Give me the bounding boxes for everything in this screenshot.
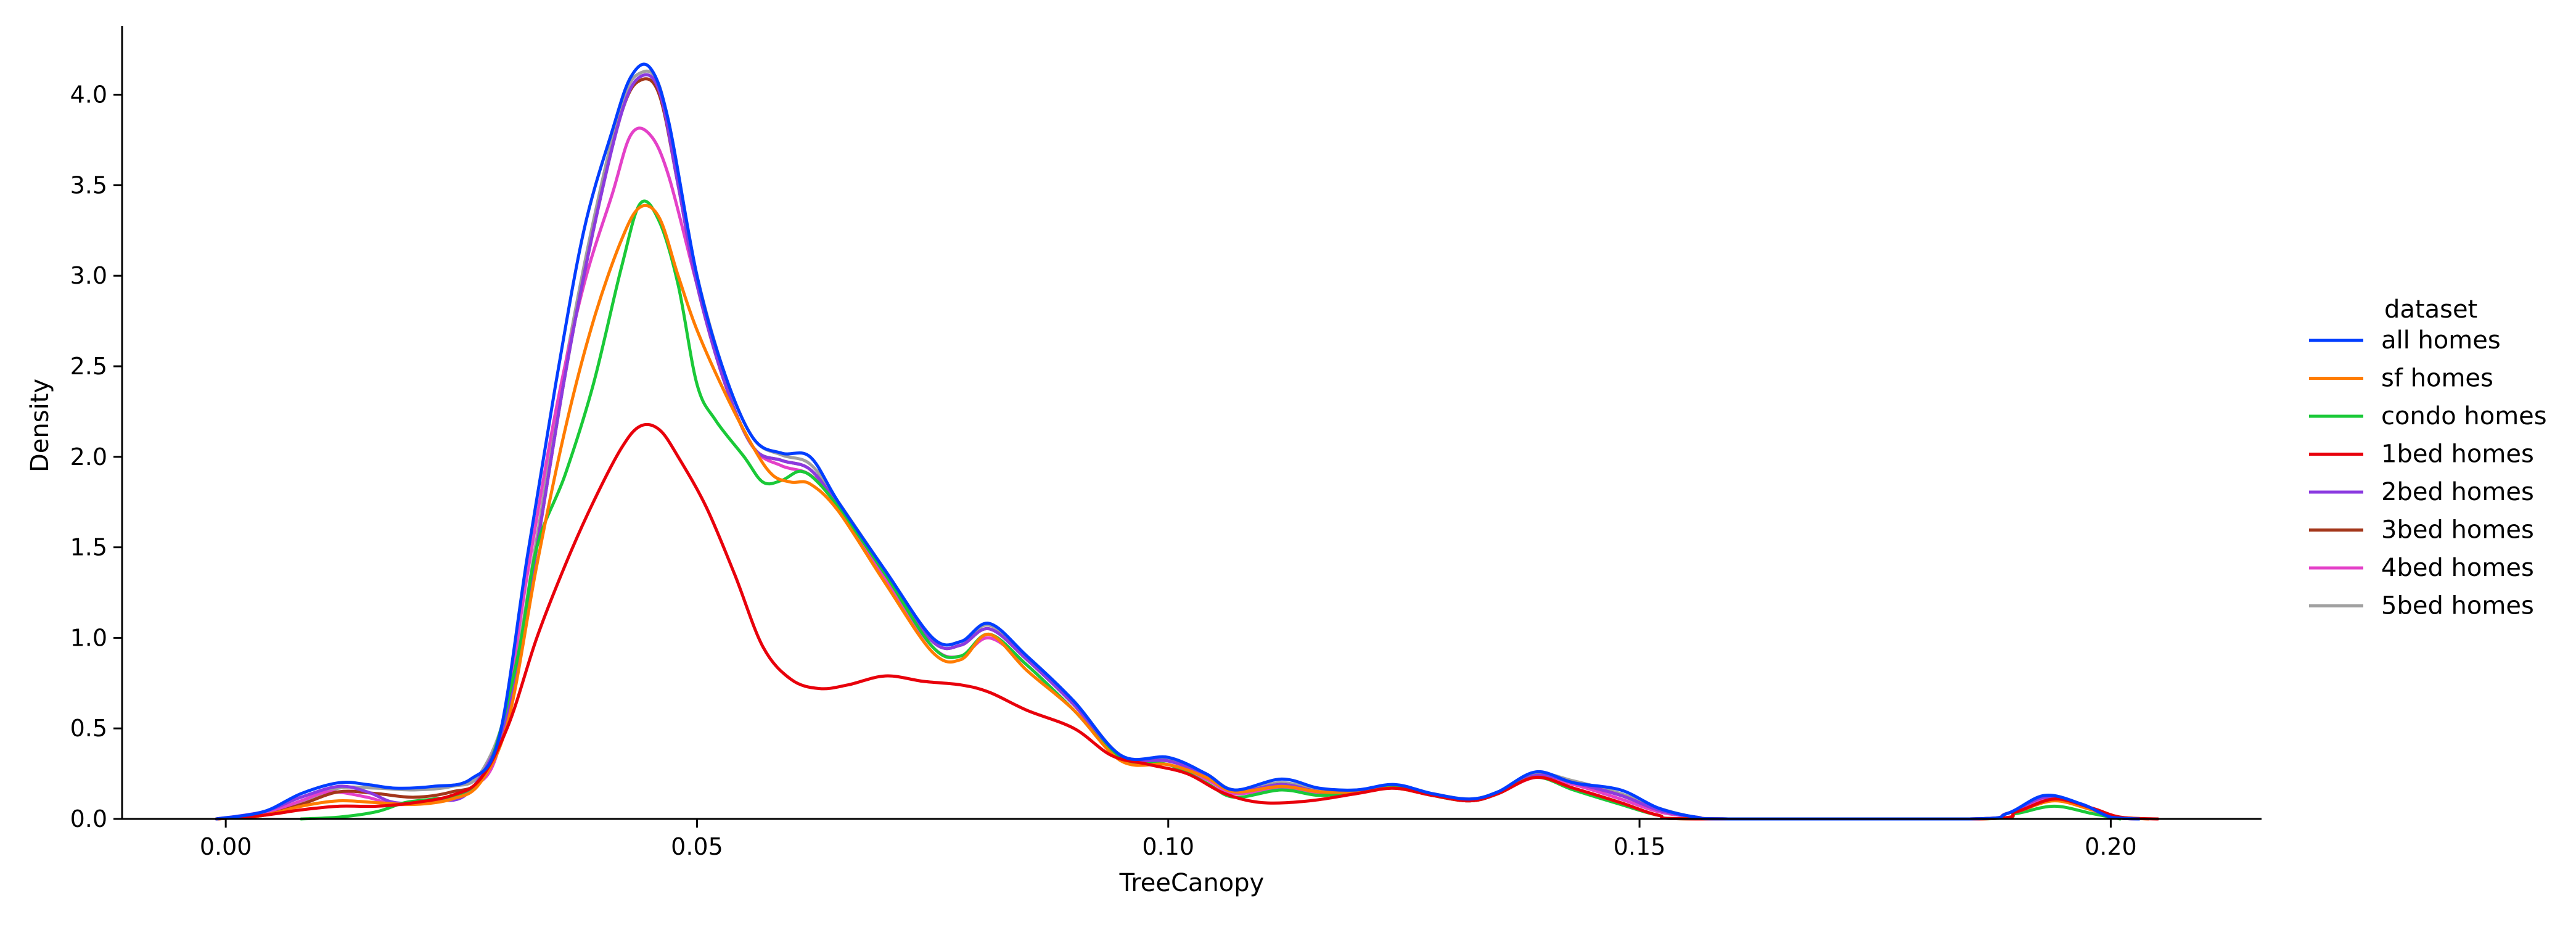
x-tick-label: 0.05: [671, 833, 723, 860]
y-axis-label: Density: [26, 379, 54, 472]
x-tick-label: 0.20: [2085, 833, 2137, 860]
y-tick-label: 2.0: [70, 443, 107, 471]
y-tick-label: 1.5: [70, 534, 107, 561]
y-tick-label: 0.0: [70, 805, 107, 832]
y-axis-ticks: 0.0 0.5 1.0 1.5 2.0 2.5 3.0 3.5 4.0: [70, 81, 122, 832]
legend-label-all-homes: all homes: [2381, 326, 2501, 355]
x-tick-label: 0.15: [1614, 833, 1666, 860]
legend-label-sf-homes: sf homes: [2381, 364, 2493, 393]
y-tick-label: 3.0: [70, 262, 107, 289]
y-tick-label: 2.5: [70, 353, 107, 380]
legend-label-3bed-homes: 3bed homes: [2381, 516, 2534, 545]
series-line-condo-homes: [299, 199, 2122, 821]
legend-title: dataset: [2384, 295, 2477, 324]
series-line-all-homes: [215, 62, 2141, 821]
legend-items: all homes sf homes condo homes 1bed homes 2b…: [2309, 326, 2547, 620]
x-tick-label: 0.00: [200, 833, 252, 860]
x-tick-label: 0.10: [1142, 833, 1194, 860]
legend-label-4bed-homes: 4bed homes: [2381, 554, 2534, 582]
series-layer: [215, 62, 2160, 821]
y-tick-label: 3.5: [70, 171, 107, 199]
y-tick-label: 1.0: [70, 624, 107, 651]
legend-label-2bed-homes: 2bed homes: [2381, 478, 2534, 506]
x-axis-ticks: 0.00 0.05 0.10 0.15 0.20: [200, 819, 2137, 860]
legend: dataset all homes sf homes condo homes 1bed…: [2309, 295, 2547, 620]
legend-label-condo-homes: condo homes: [2381, 402, 2547, 430]
legend-label-5bed-homes: 5bed homes: [2381, 592, 2534, 620]
y-tick-label: 0.5: [70, 715, 107, 742]
legend-label-1bed-homes: 1bed homes: [2381, 440, 2534, 469]
y-tick-label: 4.0: [70, 81, 107, 109]
series-line-1bed-homes: [215, 422, 2160, 821]
x-axis-label: TreeCanopy: [1119, 869, 1265, 897]
